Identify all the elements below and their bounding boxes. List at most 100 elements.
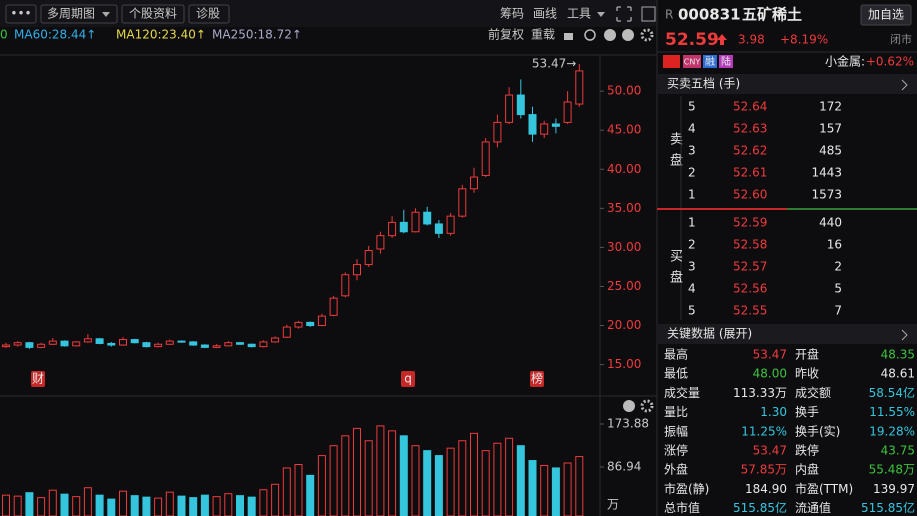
volume-bar	[142, 496, 151, 516]
sector: 小金属:	[825, 54, 865, 69]
volume-bar	[341, 435, 350, 516]
volume-bar	[72, 496, 81, 516]
volume-bar	[364, 440, 373, 516]
key-value: 57.85万	[741, 463, 787, 477]
tool-text[interactable]: 筹码	[500, 7, 524, 21]
order-price: 52.63	[733, 122, 767, 136]
volume-bar	[119, 490, 127, 516]
key-label: 振幅	[664, 423, 688, 438]
level: 3	[688, 144, 696, 158]
volume-bar	[282, 467, 291, 516]
high-label: 53.47→	[532, 57, 576, 71]
diagnose-button[interactable]	[188, 4, 230, 24]
tag-text: CNY	[684, 58, 701, 67]
key-value: 139.97	[873, 482, 915, 496]
undo-icon[interactable]	[584, 29, 596, 41]
candle-body	[575, 70, 584, 105]
event-marker[interactable]	[530, 371, 544, 387]
y-tick-label: 45.00	[607, 123, 641, 137]
order-volume: 1573	[811, 188, 842, 202]
order-volume: 5	[834, 282, 842, 296]
key-label: 市盈(静)	[664, 481, 709, 496]
zoom-in-icon[interactable]	[604, 29, 616, 41]
settings-icon[interactable]	[640, 399, 654, 413]
candle-body	[446, 215, 455, 234]
y-tick-label: 20.00	[607, 318, 641, 332]
order-volume: 485	[819, 144, 842, 158]
volume-bar	[540, 464, 549, 516]
side-label: 盘	[670, 270, 683, 286]
volume-bar	[423, 450, 432, 516]
candle-body	[2, 344, 10, 348]
key-value: 55.48万	[869, 463, 915, 477]
section-title: 买卖五档 (手)	[667, 77, 740, 91]
price: 52.59	[665, 30, 719, 50]
order-price: 52.64	[733, 100, 767, 114]
level: 1	[688, 188, 696, 202]
lock-icon[interactable]	[564, 33, 573, 40]
y-tick-label: 30.00	[607, 240, 641, 254]
key-label: 成交额	[795, 385, 831, 400]
candle-body	[294, 321, 303, 328]
section-title[interactable]: 关键数据 (展开)	[667, 326, 752, 341]
key-label: 昨收	[795, 367, 819, 381]
volume-bar	[224, 493, 233, 516]
candle-body	[434, 223, 443, 234]
tool-text[interactable]: 工具	[567, 7, 591, 21]
volume-bar	[470, 432, 478, 516]
up-arrow	[717, 34, 727, 45]
key-value: 48.35	[881, 348, 915, 362]
candle-body	[48, 340, 57, 345]
event-marker[interactable]	[31, 371, 45, 387]
volume-bar	[551, 467, 560, 516]
more-button[interactable]	[5, 4, 37, 24]
fullscreen-icon[interactable]	[616, 6, 632, 22]
event-marker[interactable]	[401, 371, 415, 387]
settings-icon[interactable]	[640, 28, 654, 42]
level: 4	[688, 282, 696, 296]
option-text[interactable]: 重载	[531, 28, 555, 42]
tool-text[interactable]: 画线	[533, 7, 557, 21]
volume-bar	[306, 474, 315, 516]
volume-bar	[446, 447, 455, 516]
tag	[703, 55, 717, 68]
order-volume: 172	[819, 100, 842, 114]
candle-body	[540, 123, 549, 135]
candle-body	[411, 211, 420, 233]
volume-bar	[516, 445, 525, 516]
profile-button[interactable]	[121, 4, 185, 24]
volume-bar	[353, 427, 361, 516]
volume-bar	[388, 430, 397, 516]
order-price: 52.59	[733, 216, 767, 230]
candle-body	[493, 121, 502, 143]
order-volume: 2	[834, 260, 842, 274]
chevron[interactable]	[901, 79, 908, 91]
candle-body	[458, 188, 467, 217]
volume-bar	[13, 495, 22, 516]
order-price: 52.56	[733, 282, 767, 296]
volume-bar	[317, 455, 326, 516]
volume-bar	[376, 425, 385, 516]
order-volume: 157	[819, 122, 842, 136]
period-button[interactable]	[40, 4, 118, 24]
candle-body	[165, 340, 174, 345]
level: 4	[688, 122, 696, 136]
zoom-out-icon[interactable]	[622, 29, 634, 41]
candle-body	[212, 345, 221, 348]
key-value: 11.55%	[869, 405, 915, 419]
chevron[interactable]	[901, 329, 908, 341]
option-text[interactable]: 前复权	[488, 27, 524, 42]
candle-body	[130, 339, 139, 344]
indicator: MA120:23.40↑	[116, 28, 206, 42]
add-button[interactable]	[860, 4, 912, 26]
section-header	[657, 324, 917, 344]
volume-bar	[493, 442, 502, 516]
close-icon[interactable]	[623, 400, 635, 412]
candle-body	[107, 342, 116, 346]
candle-body	[423, 211, 432, 225]
flag-icon	[663, 55, 680, 68]
volume-bar	[107, 498, 116, 516]
tag-text: 陆	[721, 55, 731, 68]
key-value: 1.30	[760, 405, 787, 419]
layout-icon[interactable]	[641, 6, 656, 22]
